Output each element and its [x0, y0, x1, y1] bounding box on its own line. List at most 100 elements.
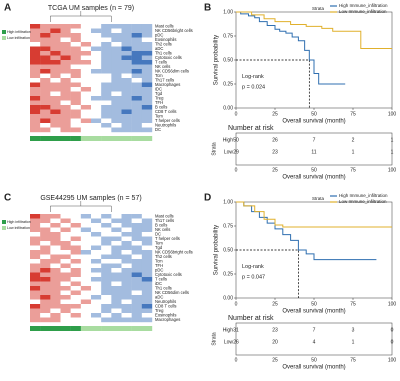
- heatmap-cell: [131, 290, 143, 296]
- heatmap-cell: [91, 290, 102, 296]
- heatmap-cell: [30, 73, 41, 79]
- heatmap-cell: [40, 46, 51, 52]
- heatmap-cell: [60, 268, 71, 273]
- heatmap-cell: [60, 286, 71, 291]
- risk-count: 11: [311, 149, 316, 155]
- legend-label: Low infiltration: [7, 226, 30, 230]
- heatmap-cell: [30, 55, 41, 61]
- annotation-cell: [80, 326, 92, 331]
- heatmap-cell: [101, 78, 112, 83]
- heatmap-cell: [141, 100, 153, 106]
- risk-count: 7: [313, 137, 316, 143]
- annotation-cell: [50, 136, 61, 141]
- heatmap-cell: [91, 73, 102, 79]
- heatmap-cell: [30, 232, 41, 237]
- heatmap-cell: [80, 245, 92, 251]
- risk-x-tick-label: 25: [272, 167, 278, 173]
- heatmap-cell: [111, 304, 122, 309]
- heatmap-cell: [111, 227, 122, 233]
- heatmap-cell: [131, 78, 143, 83]
- heatmap-cell: [40, 64, 51, 70]
- heatmap-cell: [50, 295, 61, 300]
- heatmap-cell: [60, 299, 71, 305]
- heatmap-cell: [80, 241, 92, 246]
- heatmap-cell: [80, 290, 92, 296]
- dendrogram: [50, 201, 112, 212]
- heatmap-cell: [91, 100, 102, 106]
- heatmap-cell: [60, 259, 71, 264]
- risk-x-tick-label: 0: [235, 167, 238, 173]
- heatmap-cell: [101, 55, 112, 61]
- heatmap-cell: [60, 105, 71, 110]
- heatmap-cell: [70, 268, 82, 273]
- heatmap-cell: [70, 87, 82, 92]
- risk-frame: [235, 322, 393, 356]
- heatmap-cell: [121, 281, 132, 287]
- heatmap-cell: [111, 114, 122, 119]
- heatmap-cell: [60, 69, 71, 74]
- heatmap-cell: [40, 28, 51, 34]
- heatmap-cell: [40, 91, 51, 97]
- legend-swatch: [2, 226, 6, 230]
- heatmap-cell: [80, 114, 92, 119]
- heatmap-cell: [50, 286, 61, 291]
- heatmap-cell: [70, 69, 82, 74]
- heatmap-cell: [60, 218, 71, 224]
- heatmap-cell: [121, 245, 132, 251]
- heatmap-cell: [101, 245, 112, 251]
- heatmap-cell: [30, 123, 41, 128]
- heatmap-cell: [141, 82, 153, 88]
- heatmap-cell: [111, 308, 122, 314]
- heatmap-cell: [50, 250, 61, 255]
- heatmap-cell: [141, 259, 153, 264]
- heatmap-cell: [70, 46, 82, 52]
- heatmap-cell: [40, 127, 51, 133]
- heatmap-cell: [131, 272, 143, 278]
- heatmap-cell: [70, 109, 82, 115]
- heatmap-cell: [70, 227, 82, 233]
- heatmap-cell: [40, 55, 51, 61]
- heatmap-cell: [50, 245, 61, 251]
- y-axis-label: Survival probability: [214, 225, 220, 275]
- heatmap-cell: [80, 214, 92, 219]
- heatmap-cell: [111, 24, 122, 29]
- survival-curve: [236, 201, 377, 261]
- heatmap-cell: [131, 109, 143, 115]
- heatmap-cell: [131, 82, 143, 88]
- heatmap-cell: [131, 87, 143, 92]
- heatmap-cell: [111, 299, 122, 305]
- heatmap-cell: [70, 290, 82, 296]
- heatmap-cell: [111, 33, 122, 38]
- risk-count: 23: [272, 149, 278, 155]
- heatmap-cell: [40, 118, 51, 124]
- heatmap-cell: [121, 241, 132, 246]
- heatmap-cell: [60, 24, 71, 29]
- heatmap-cell: [121, 73, 132, 79]
- heatmap-cell: [80, 268, 92, 273]
- row-label: NK CD56dim cells: [155, 290, 189, 295]
- heatmap-cell: [80, 227, 92, 233]
- heatmap-cell: [101, 281, 112, 287]
- heatmap-cell: [60, 28, 71, 34]
- heatmap-cell: [131, 236, 143, 242]
- heatmap-cell: [101, 227, 112, 233]
- heatmap-cell: [111, 118, 122, 124]
- heatmap-cell: [30, 286, 41, 291]
- heatmap-cell: [40, 69, 51, 74]
- heatmap-cell: [30, 259, 41, 264]
- heatmap-cell: [50, 78, 61, 83]
- dendrogram: [50, 11, 112, 22]
- survival-curve: [236, 201, 392, 228]
- heatmap-cell: [111, 281, 122, 287]
- row-label: NK CD56dim cells: [155, 68, 189, 73]
- row-label: pDC: [155, 32, 163, 37]
- heatmap-cell: [101, 127, 112, 133]
- heatmap-cell: [50, 317, 61, 323]
- risk-y-label: Strata: [211, 332, 217, 346]
- heatmap-cell: [40, 223, 51, 228]
- heatmap-cell: [40, 96, 51, 101]
- heatmap-cell: [101, 123, 112, 128]
- heatmap-cell: [101, 254, 112, 260]
- annotation-cell: [111, 326, 122, 331]
- heatmap-cell: [50, 241, 61, 246]
